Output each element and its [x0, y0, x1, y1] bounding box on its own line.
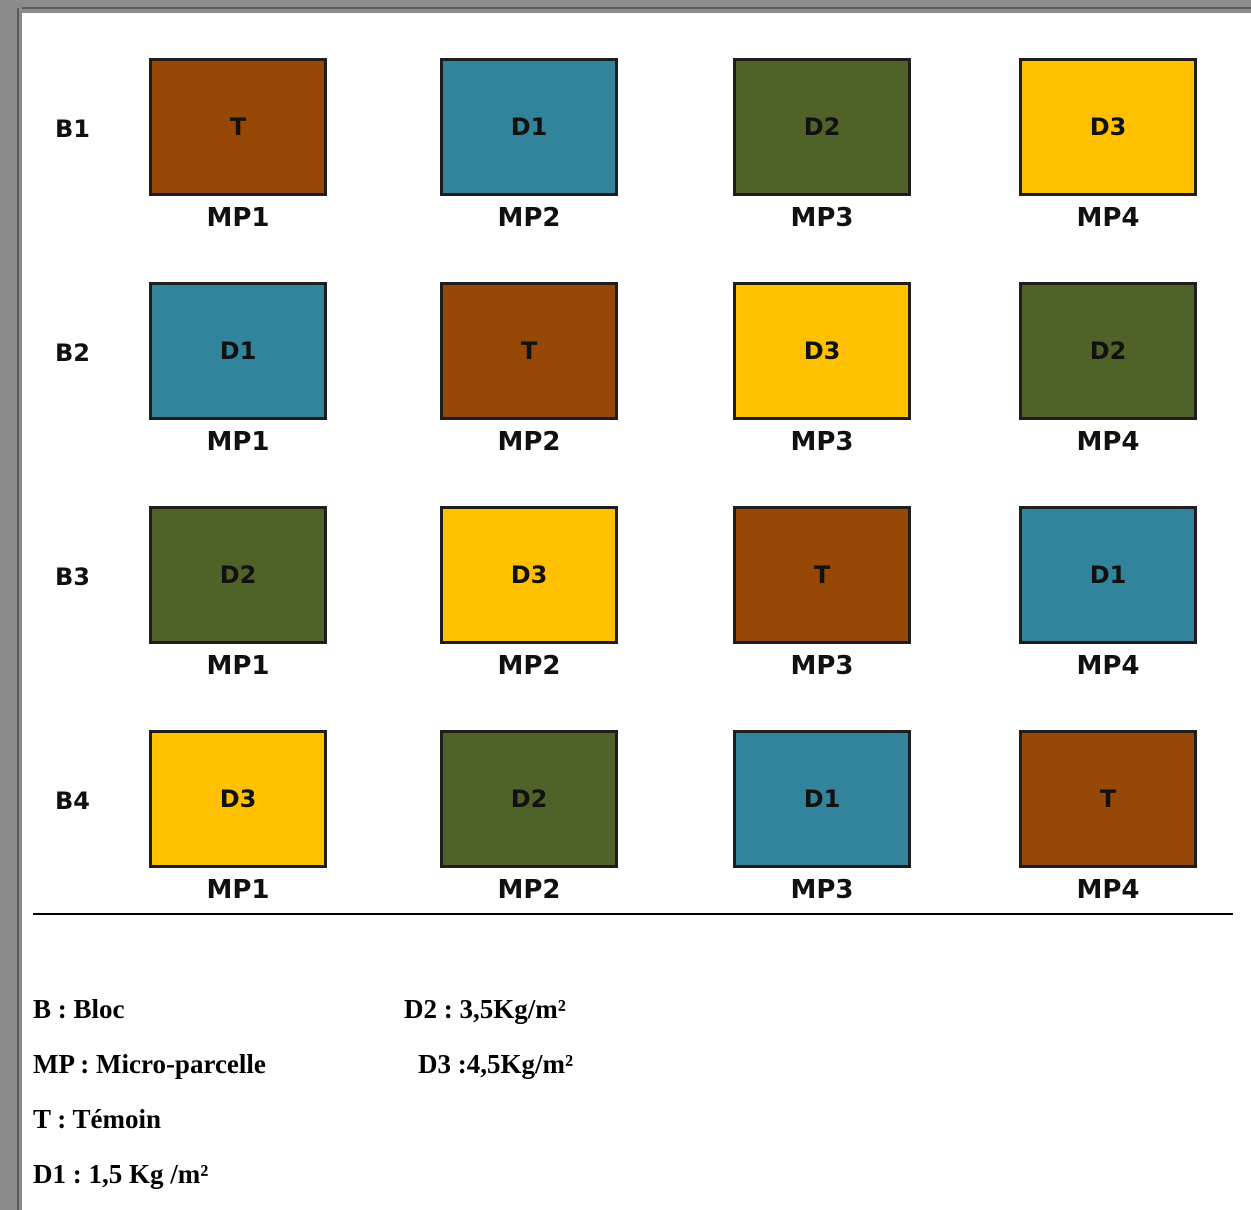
micro-plot-label: MP3	[790, 651, 854, 681]
micro-plot: D3	[1019, 58, 1197, 196]
treatment-label: D3	[803, 337, 841, 365]
micro-plot: D1	[149, 282, 327, 420]
micro-plot-label: MP1	[206, 427, 270, 457]
treatment-label: T	[813, 561, 831, 589]
micro-plot-label: MP3	[790, 427, 854, 457]
treatment-label: D3	[1089, 113, 1127, 141]
legend-bloc: B : Bloc	[33, 994, 125, 1024]
legend-micro-parcelle: MP : Micro-parcelle	[33, 1049, 266, 1079]
micro-plot: D3	[149, 730, 327, 868]
treatment-label: D3	[219, 785, 257, 813]
treatment-label: D1	[219, 337, 257, 365]
micro-plot-label: MP2	[497, 875, 561, 905]
micro-plot: T	[440, 282, 618, 420]
legend-d3: D3 :4,5Kg/m²	[418, 1049, 574, 1079]
micro-plot-label: MP3	[790, 203, 854, 233]
micro-plot-label: MP4	[1076, 651, 1140, 681]
treatment-label: D2	[1089, 337, 1127, 365]
frame-top-border	[0, 0, 1251, 13]
block-label: B1	[55, 115, 90, 143]
block-label: B3	[55, 563, 90, 591]
micro-plot: T	[1019, 730, 1197, 868]
micro-plot: D1	[1019, 506, 1197, 644]
micro-plot: D3	[733, 282, 911, 420]
micro-plot-label: MP2	[497, 203, 561, 233]
micro-plot: T	[149, 58, 327, 196]
treatment-label: D1	[803, 785, 841, 813]
micro-plot: D1	[440, 58, 618, 196]
legend-d2: D2 : 3,5Kg/m²	[404, 994, 566, 1024]
legend-d1: D1 : 1,5 Kg /m²	[33, 1159, 209, 1189]
treatment-label: D2	[219, 561, 257, 589]
block-label: B4	[55, 787, 90, 815]
micro-plot: D1	[733, 730, 911, 868]
micro-plot: D2	[733, 58, 911, 196]
micro-plot-label: MP1	[206, 651, 270, 681]
divider-line	[33, 913, 1233, 915]
micro-plot: D3	[440, 506, 618, 644]
micro-plot-label: MP2	[497, 427, 561, 457]
treatment-label: T	[229, 113, 247, 141]
treatment-label: D1	[510, 113, 548, 141]
legend-temoin: T : Témoin	[33, 1104, 162, 1134]
micro-plot: D2	[149, 506, 327, 644]
frame-left-border	[0, 0, 22, 1210]
treatment-label: T	[1099, 785, 1117, 813]
micro-plot-label: MP4	[1076, 875, 1140, 905]
treatment-label: D3	[510, 561, 548, 589]
micro-plot-label: MP4	[1076, 203, 1140, 233]
micro-plot-label: MP2	[497, 651, 561, 681]
treatment-label: D2	[803, 113, 841, 141]
micro-plot-label: MP1	[206, 203, 270, 233]
treatment-label: T	[520, 337, 538, 365]
block-label: B2	[55, 339, 90, 367]
micro-plot-label: MP3	[790, 875, 854, 905]
micro-plot: D2	[1019, 282, 1197, 420]
micro-plot-label: MP4	[1076, 427, 1140, 457]
treatment-label: D1	[1089, 561, 1127, 589]
treatment-label: D2	[510, 785, 548, 813]
micro-plot: D2	[440, 730, 618, 868]
micro-plot-label: MP1	[206, 875, 270, 905]
micro-plot: T	[733, 506, 911, 644]
